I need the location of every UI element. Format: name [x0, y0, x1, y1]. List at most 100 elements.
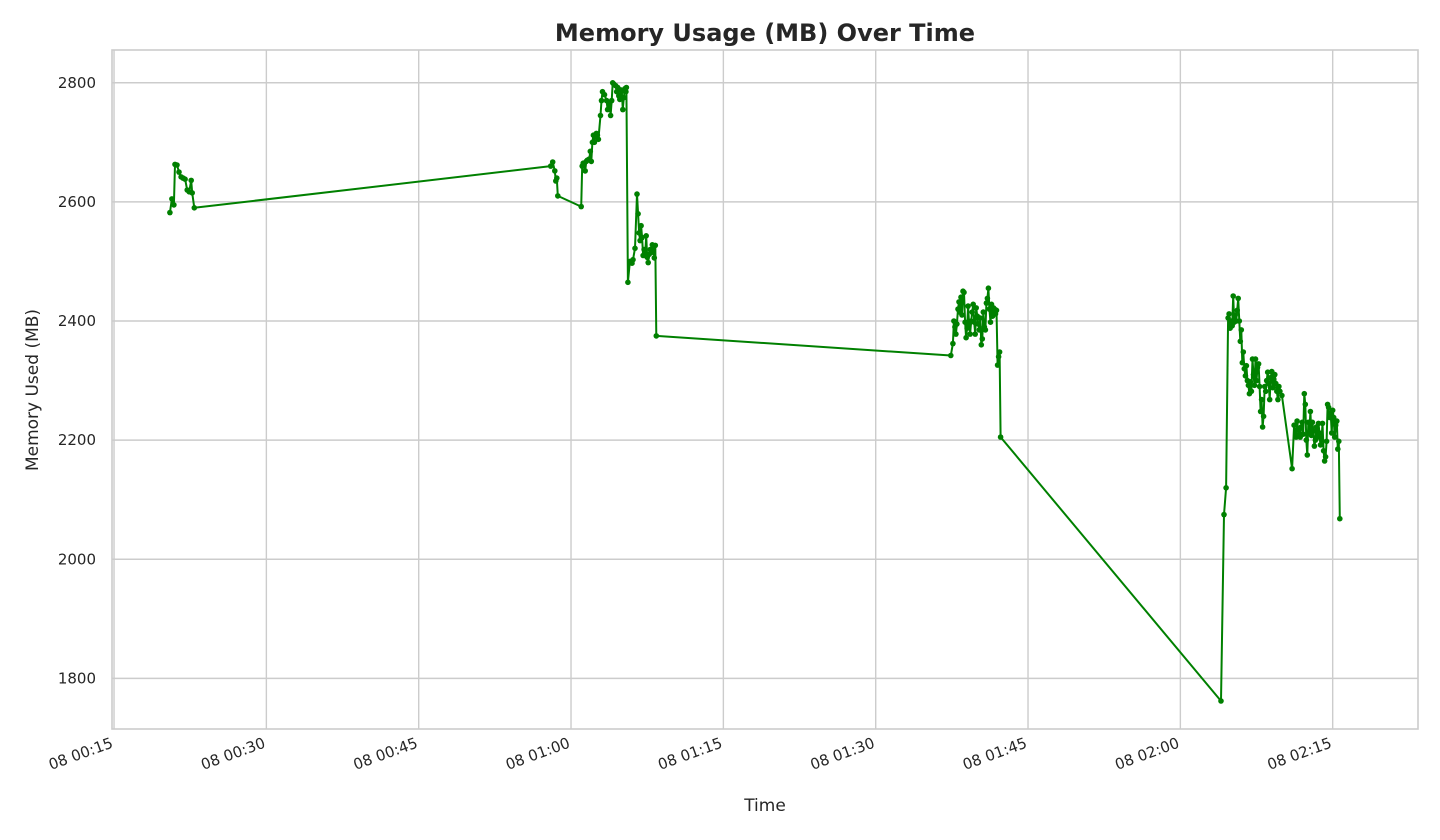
data-point — [995, 353, 1002, 360]
data-point — [552, 168, 558, 174]
data-point — [1315, 420, 1322, 427]
data-point — [167, 209, 173, 216]
x-tick-label: 08 01:15 — [656, 734, 725, 774]
data-point — [554, 175, 560, 181]
data-point — [1335, 446, 1341, 452]
data-point — [1247, 379, 1254, 385]
data-point — [973, 305, 979, 311]
data-point — [188, 177, 194, 184]
data-point — [958, 294, 964, 301]
data-point — [591, 139, 598, 146]
memory-series-line — [168, 81, 1341, 702]
x-tick-label: 08 00:45 — [351, 734, 420, 774]
data-point — [1232, 312, 1238, 318]
x-tick-label: 08 00:15 — [46, 734, 115, 774]
data-point — [987, 319, 994, 326]
y-tick-label: 2200 — [58, 431, 96, 449]
data-point — [1316, 430, 1323, 436]
data-point — [1272, 371, 1278, 378]
data-point — [652, 242, 659, 249]
data-point — [1323, 438, 1330, 445]
data-point — [1308, 432, 1315, 439]
data-point — [645, 259, 651, 266]
data-point — [1253, 377, 1260, 384]
data-point — [978, 342, 985, 348]
data-point — [997, 434, 1004, 440]
data-point — [191, 205, 198, 211]
data-point — [1328, 430, 1335, 436]
data-point — [961, 289, 967, 296]
data-point — [643, 233, 649, 239]
data-point — [980, 309, 987, 315]
data-point — [1302, 401, 1309, 408]
y-axis-ticks: 1800 2000 2200 2400 2600 2800 — [58, 74, 96, 688]
y-tick-label: 2400 — [58, 312, 96, 330]
data-point — [189, 190, 195, 196]
data-point — [1294, 418, 1300, 424]
data-point — [1310, 428, 1317, 435]
series-point-layer — [167, 80, 1343, 704]
x-tick-label: 08 01:00 — [503, 734, 572, 774]
data-point — [1257, 408, 1264, 415]
y-tick-label: 2800 — [58, 74, 96, 92]
data-point — [1336, 438, 1342, 445]
data-point — [653, 333, 660, 339]
x-axis-label: Time — [743, 796, 786, 816]
data-point — [1251, 382, 1258, 389]
data-point — [953, 331, 959, 337]
data-point — [1261, 383, 1268, 390]
data-point — [1270, 384, 1276, 391]
data-point — [623, 84, 630, 91]
x-tick-label: 08 01:45 — [960, 734, 1029, 774]
x-tick-label: 08 00:30 — [199, 734, 268, 774]
data-point — [1329, 407, 1336, 414]
data-point — [607, 112, 614, 119]
data-point — [1252, 356, 1259, 362]
data-point — [1289, 465, 1295, 472]
data-point — [993, 307, 1000, 314]
data-point — [984, 295, 991, 302]
data-point — [1303, 437, 1310, 443]
data-point — [1238, 327, 1245, 333]
data-point — [1320, 448, 1327, 454]
data-point — [1337, 515, 1343, 522]
x-tick-label: 08 02:15 — [1265, 734, 1334, 774]
data-point — [1248, 388, 1255, 395]
data-point — [1260, 413, 1267, 420]
data-point — [1326, 414, 1333, 421]
y-tick-label: 2000 — [58, 550, 96, 568]
chart-title: Memory Usage (MB) Over Time — [555, 19, 975, 47]
data-point — [964, 325, 970, 332]
data-point — [982, 327, 989, 333]
data-point — [1311, 443, 1318, 449]
data-point — [1299, 419, 1305, 426]
data-point — [169, 196, 175, 202]
data-point — [601, 91, 608, 98]
data-point — [1264, 369, 1271, 376]
data-point — [985, 285, 992, 292]
plot-area-frame — [111, 49, 1419, 730]
data-point — [979, 336, 986, 342]
data-point — [608, 97, 615, 104]
data-point — [638, 222, 644, 229]
data-point — [969, 309, 975, 315]
data-point — [1266, 396, 1273, 403]
data-point — [1331, 434, 1338, 440]
data-point — [1256, 383, 1263, 390]
data-point — [174, 162, 180, 168]
data-point — [634, 191, 640, 197]
data-point — [1240, 349, 1247, 355]
data-point — [1318, 437, 1325, 443]
data-point — [983, 300, 990, 306]
data-point — [621, 94, 627, 101]
data-point — [632, 245, 638, 252]
data-point — [587, 148, 594, 155]
data-point — [1305, 419, 1312, 426]
data-point — [972, 331, 978, 337]
data-point — [597, 112, 604, 119]
data-point — [1239, 359, 1246, 366]
x-tick-label: 08 02:00 — [1113, 734, 1182, 774]
data-point — [1218, 698, 1224, 704]
data-point — [977, 315, 984, 321]
data-point — [1236, 318, 1243, 324]
